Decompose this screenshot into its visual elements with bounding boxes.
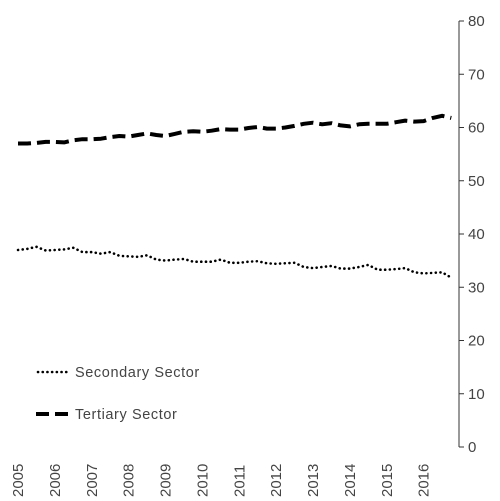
x-ticks: 2005 2006 2007 2008 2009 2010 2011 2012 2013 2014… — [10, 464, 433, 497]
x-tick-label: 2011 — [231, 465, 248, 497]
y-ticks: 0 10 20 30 40 50 60 70 80 — [459, 13, 485, 456]
y-tick-label: 20 — [468, 333, 485, 350]
y-tick-label: 70 — [468, 66, 485, 83]
series-layer — [16, 113, 453, 280]
legend-label: Secondary Sector — [75, 365, 200, 381]
x-tick-label: 2010 — [194, 464, 211, 497]
series-line-secondary-sector — [16, 245, 453, 280]
x-tick-label: 2008 — [121, 464, 138, 497]
y-tick-label: 10 — [468, 386, 485, 403]
legend: Secondary Sector Tertiary Sector — [36, 365, 200, 423]
x-tick-label: 2006 — [47, 464, 64, 497]
series-line-tertiary-sector — [18, 113, 452, 146]
x-tick-label: 2013 — [305, 464, 322, 497]
x-tick-label: 2012 — [268, 464, 285, 497]
y-tick-label: 30 — [468, 279, 485, 296]
y-tick-label: 50 — [468, 173, 485, 190]
y-tick-label: 40 — [468, 226, 485, 243]
legend-label: Tertiary Sector — [75, 407, 177, 423]
x-tick-label: 2009 — [158, 464, 175, 497]
y-tick-label: 60 — [468, 120, 485, 137]
x-tick-label: 2007 — [84, 464, 101, 497]
y-tick-label: 0 — [468, 439, 476, 456]
x-tick-label: 2016 — [416, 464, 433, 497]
x-tick-label: 2014 — [342, 464, 359, 497]
y-tick-label: 80 — [468, 13, 485, 30]
x-tick-label: 2005 — [10, 464, 27, 497]
x-tick-label: 2015 — [379, 464, 396, 497]
